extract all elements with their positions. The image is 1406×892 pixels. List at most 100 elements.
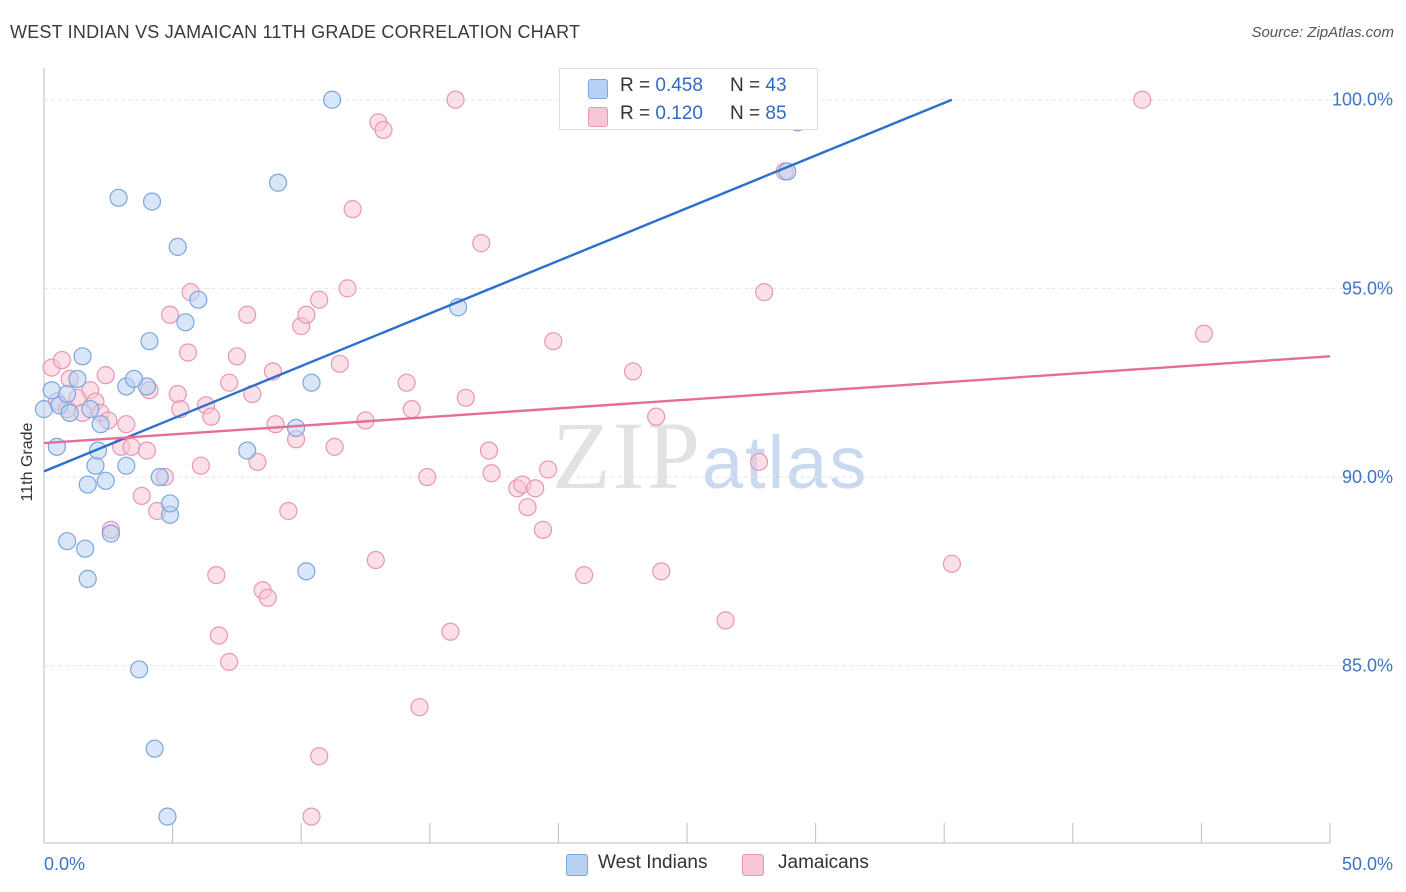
legend-n-label: N = (730, 75, 761, 96)
gridlines (44, 99, 1392, 667)
legend-swatch-blue (566, 854, 588, 876)
west-indians-point (58, 532, 77, 551)
jamaicans-point (472, 234, 491, 253)
source-label: Source: ZipAtlas.com (1251, 24, 1394, 41)
west-indians-point (160, 494, 180, 513)
x-tick-label: 0.0% (44, 854, 85, 874)
legend-n: N = 43 (730, 75, 787, 97)
west-indians-point (238, 441, 257, 460)
legend-item-jamaicans: Jamaicans (742, 852, 869, 876)
legend-r: R = 0.458 (620, 75, 703, 97)
legend-r-label: R = (620, 103, 651, 124)
jamaicans-point (446, 90, 465, 109)
y-tick-label: 95.0% (1342, 278, 1393, 298)
legend-n-value: 85 (765, 103, 787, 124)
jamaicans-point (343, 200, 362, 219)
west-indians-point (286, 418, 306, 438)
west-indians-point (176, 313, 195, 332)
series-jamaicans (42, 90, 1214, 826)
jamaicans-point (220, 652, 239, 671)
jamaicans-point (310, 747, 329, 766)
watermark: ZIPatlas (552, 400, 868, 511)
west-indians-point (73, 347, 92, 366)
jamaicans-point (338, 279, 357, 298)
jamaicans-point (96, 366, 115, 385)
jamaicans-point (755, 283, 774, 302)
west-indians-point (60, 403, 79, 422)
west-indians-point (109, 188, 128, 207)
west-indians-point (96, 471, 115, 490)
jamaicans-point (1194, 324, 1214, 343)
jamaicans-point (647, 407, 666, 426)
jamaicans-point (297, 305, 316, 324)
jamaicans-point (418, 467, 437, 487)
jamaicans-point (258, 588, 277, 607)
west-indians-point (297, 562, 316, 581)
west-indians-point (86, 456, 105, 475)
jamaicans-point (310, 290, 329, 309)
jamaicans-point (374, 120, 393, 140)
jamaicans-point (575, 566, 594, 585)
jamaicans-point (137, 441, 156, 460)
jamaicans-point (325, 437, 344, 456)
jamaicans-point (479, 441, 499, 460)
trend-lines (43, 98, 1331, 473)
jamaicans-point (279, 501, 298, 521)
west-indians-point (81, 400, 100, 419)
jamaicans-point (117, 415, 136, 434)
correlation-legend: R = 0.458 N = 43 R = 0.120 N = 85 (559, 68, 818, 130)
jamaicans-point (330, 354, 349, 373)
west-indians-point (117, 456, 136, 475)
y-axis-label: 11th Grade (19, 422, 36, 502)
jamaicans-point (227, 347, 246, 366)
jamaicans-point (207, 566, 226, 585)
y-tick-label: 90.0% (1342, 467, 1393, 487)
west-indians-point (140, 332, 159, 351)
chart-title: WEST INDIAN VS JAMAICAN 11TH GRADE CORRE… (10, 22, 581, 42)
axes (43, 68, 1331, 844)
y-tick-label: 85.0% (1342, 656, 1393, 676)
legend-r: R = 0.120 (620, 103, 703, 125)
west-indians-point (189, 290, 208, 309)
west-indians-point (158, 807, 177, 826)
legend-r-label: R = (620, 75, 651, 96)
watermark-atlas: atlas (702, 421, 869, 504)
west-indians-point (42, 381, 61, 400)
west-indians-point (78, 569, 97, 588)
jamaicans-point (652, 562, 671, 581)
jamaicans-point (220, 373, 239, 392)
jamaicans-point (191, 456, 210, 475)
legend-r-value: 0.120 (655, 103, 703, 124)
legend-n-value: 43 (765, 75, 787, 96)
jamaicans-point (366, 550, 385, 570)
west-indians-point (124, 369, 144, 389)
jamaicans-point (526, 479, 545, 498)
west-indians-trend-line (43, 98, 953, 473)
west-indians-point (91, 415, 110, 434)
series-legend: West Indians Jamaicans (0, 852, 1406, 878)
jamaicans-point (518, 498, 537, 517)
legend-row-jamaicans: R = 0.120 N = 85 (560, 101, 817, 129)
jamaicans-point (397, 373, 416, 392)
legend-row-west-indians: R = 0.458 N = 43 (560, 73, 817, 101)
legend-label: West Indians (598, 852, 708, 873)
west-indians-point (101, 524, 120, 543)
jamaicans-point (533, 520, 553, 539)
legend-swatch-pink (742, 854, 764, 876)
jamaicans-trend-line (43, 355, 1331, 445)
jamaicans-point (302, 807, 321, 826)
jamaicans-point (248, 452, 267, 472)
west-indians-point (168, 237, 187, 256)
jamaicans-point (122, 437, 141, 456)
west-indians-point (142, 192, 162, 211)
jamaicans-point (544, 332, 563, 351)
jamaicans-point (209, 626, 228, 645)
jamaicans-point (456, 388, 475, 407)
jamaicans-point (749, 452, 769, 472)
jamaicans-point (623, 362, 643, 381)
legend-item-west-indians: West Indians (566, 852, 708, 876)
west-indians-point (322, 90, 342, 109)
jamaicans-point (441, 622, 460, 641)
west-indians-point (268, 173, 288, 192)
